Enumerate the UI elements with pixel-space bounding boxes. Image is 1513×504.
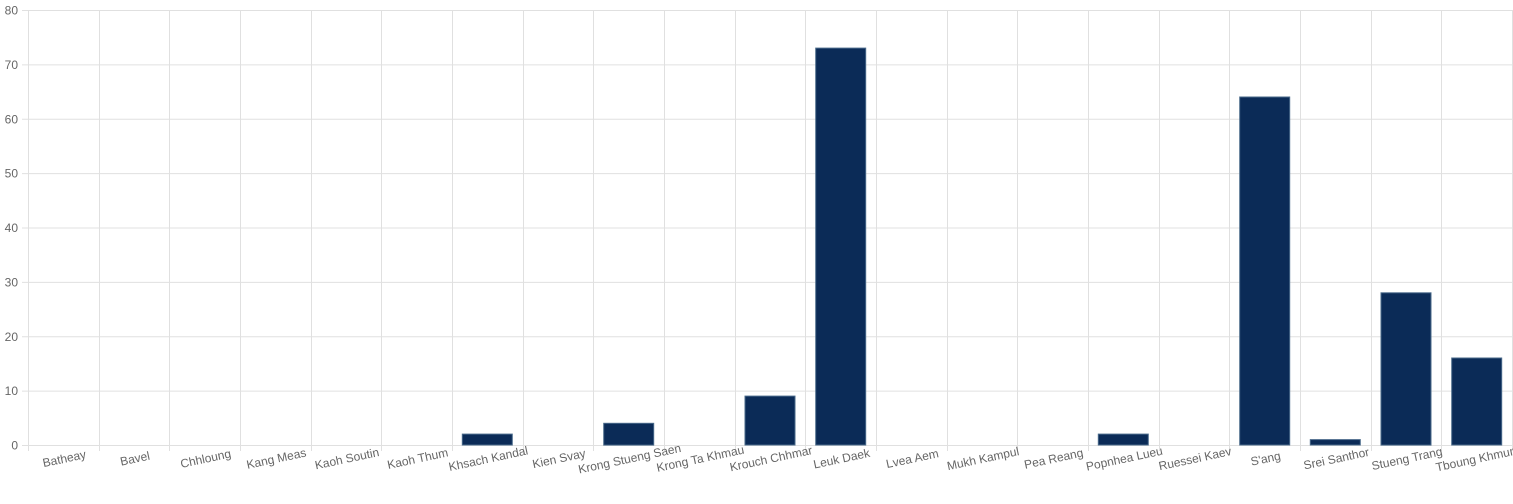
x-tick-label: Tboung Khmum: [1434, 443, 1513, 474]
x-tick-label: Ruessei Kaev: [1157, 444, 1232, 473]
y-tick-label: 80: [5, 4, 19, 18]
bar: [1380, 292, 1432, 446]
x-tick-label: Lvea Aem: [885, 446, 940, 471]
x-tick-label: Chhloung: [179, 447, 232, 471]
y-tick-label: 10: [5, 384, 19, 398]
bars: [461, 47, 1503, 446]
grid-lines: [22, 10, 1513, 451]
x-tick-label: Srei Santhor: [1302, 445, 1370, 473]
bar: [815, 47, 867, 446]
bar: [744, 395, 796, 446]
bar: [461, 433, 513, 446]
bar: [1239, 96, 1291, 446]
x-tick-label: Khsach Kandal: [447, 443, 529, 473]
bar: [1097, 433, 1149, 446]
y-tick-label: 70: [5, 58, 19, 72]
x-tick-label: Pea Reang: [1023, 446, 1085, 472]
bar: [1309, 439, 1361, 446]
y-tick-label: 0: [11, 439, 18, 453]
y-tick-label: 50: [5, 167, 19, 181]
bar: [1451, 357, 1503, 446]
x-axis-ticks: Batheay Bavel Chhloung Kang Meas Kaoh Soutin…: [41, 441, 1513, 476]
x-tick-label: Leuk Daek: [812, 446, 872, 472]
x-tick-label: Popnhea Lueu: [1085, 444, 1164, 474]
bar: [603, 422, 655, 446]
x-tick-label: Kaoh Soutin: [314, 445, 381, 472]
x-tick-label: Bavel: [119, 449, 151, 469]
x-tick-label: Kang Meas: [245, 446, 307, 472]
y-tick-label: 20: [5, 330, 19, 344]
x-tick-label: Mukh Kampul: [946, 444, 1021, 473]
y-tick-label: 60: [5, 112, 19, 126]
y-axis-ticks: 0 10 20 30 40 50 60 70 80: [5, 4, 19, 453]
x-tick-label: Stueng Trang: [1370, 444, 1443, 473]
y-tick-label: 30: [5, 275, 19, 289]
y-tick-label: 40: [5, 221, 19, 235]
x-tick-label: Kaoh Thum: [386, 445, 449, 472]
x-tick-label: S'ang: [1249, 449, 1282, 469]
x-tick-label: Batheay: [41, 447, 87, 470]
